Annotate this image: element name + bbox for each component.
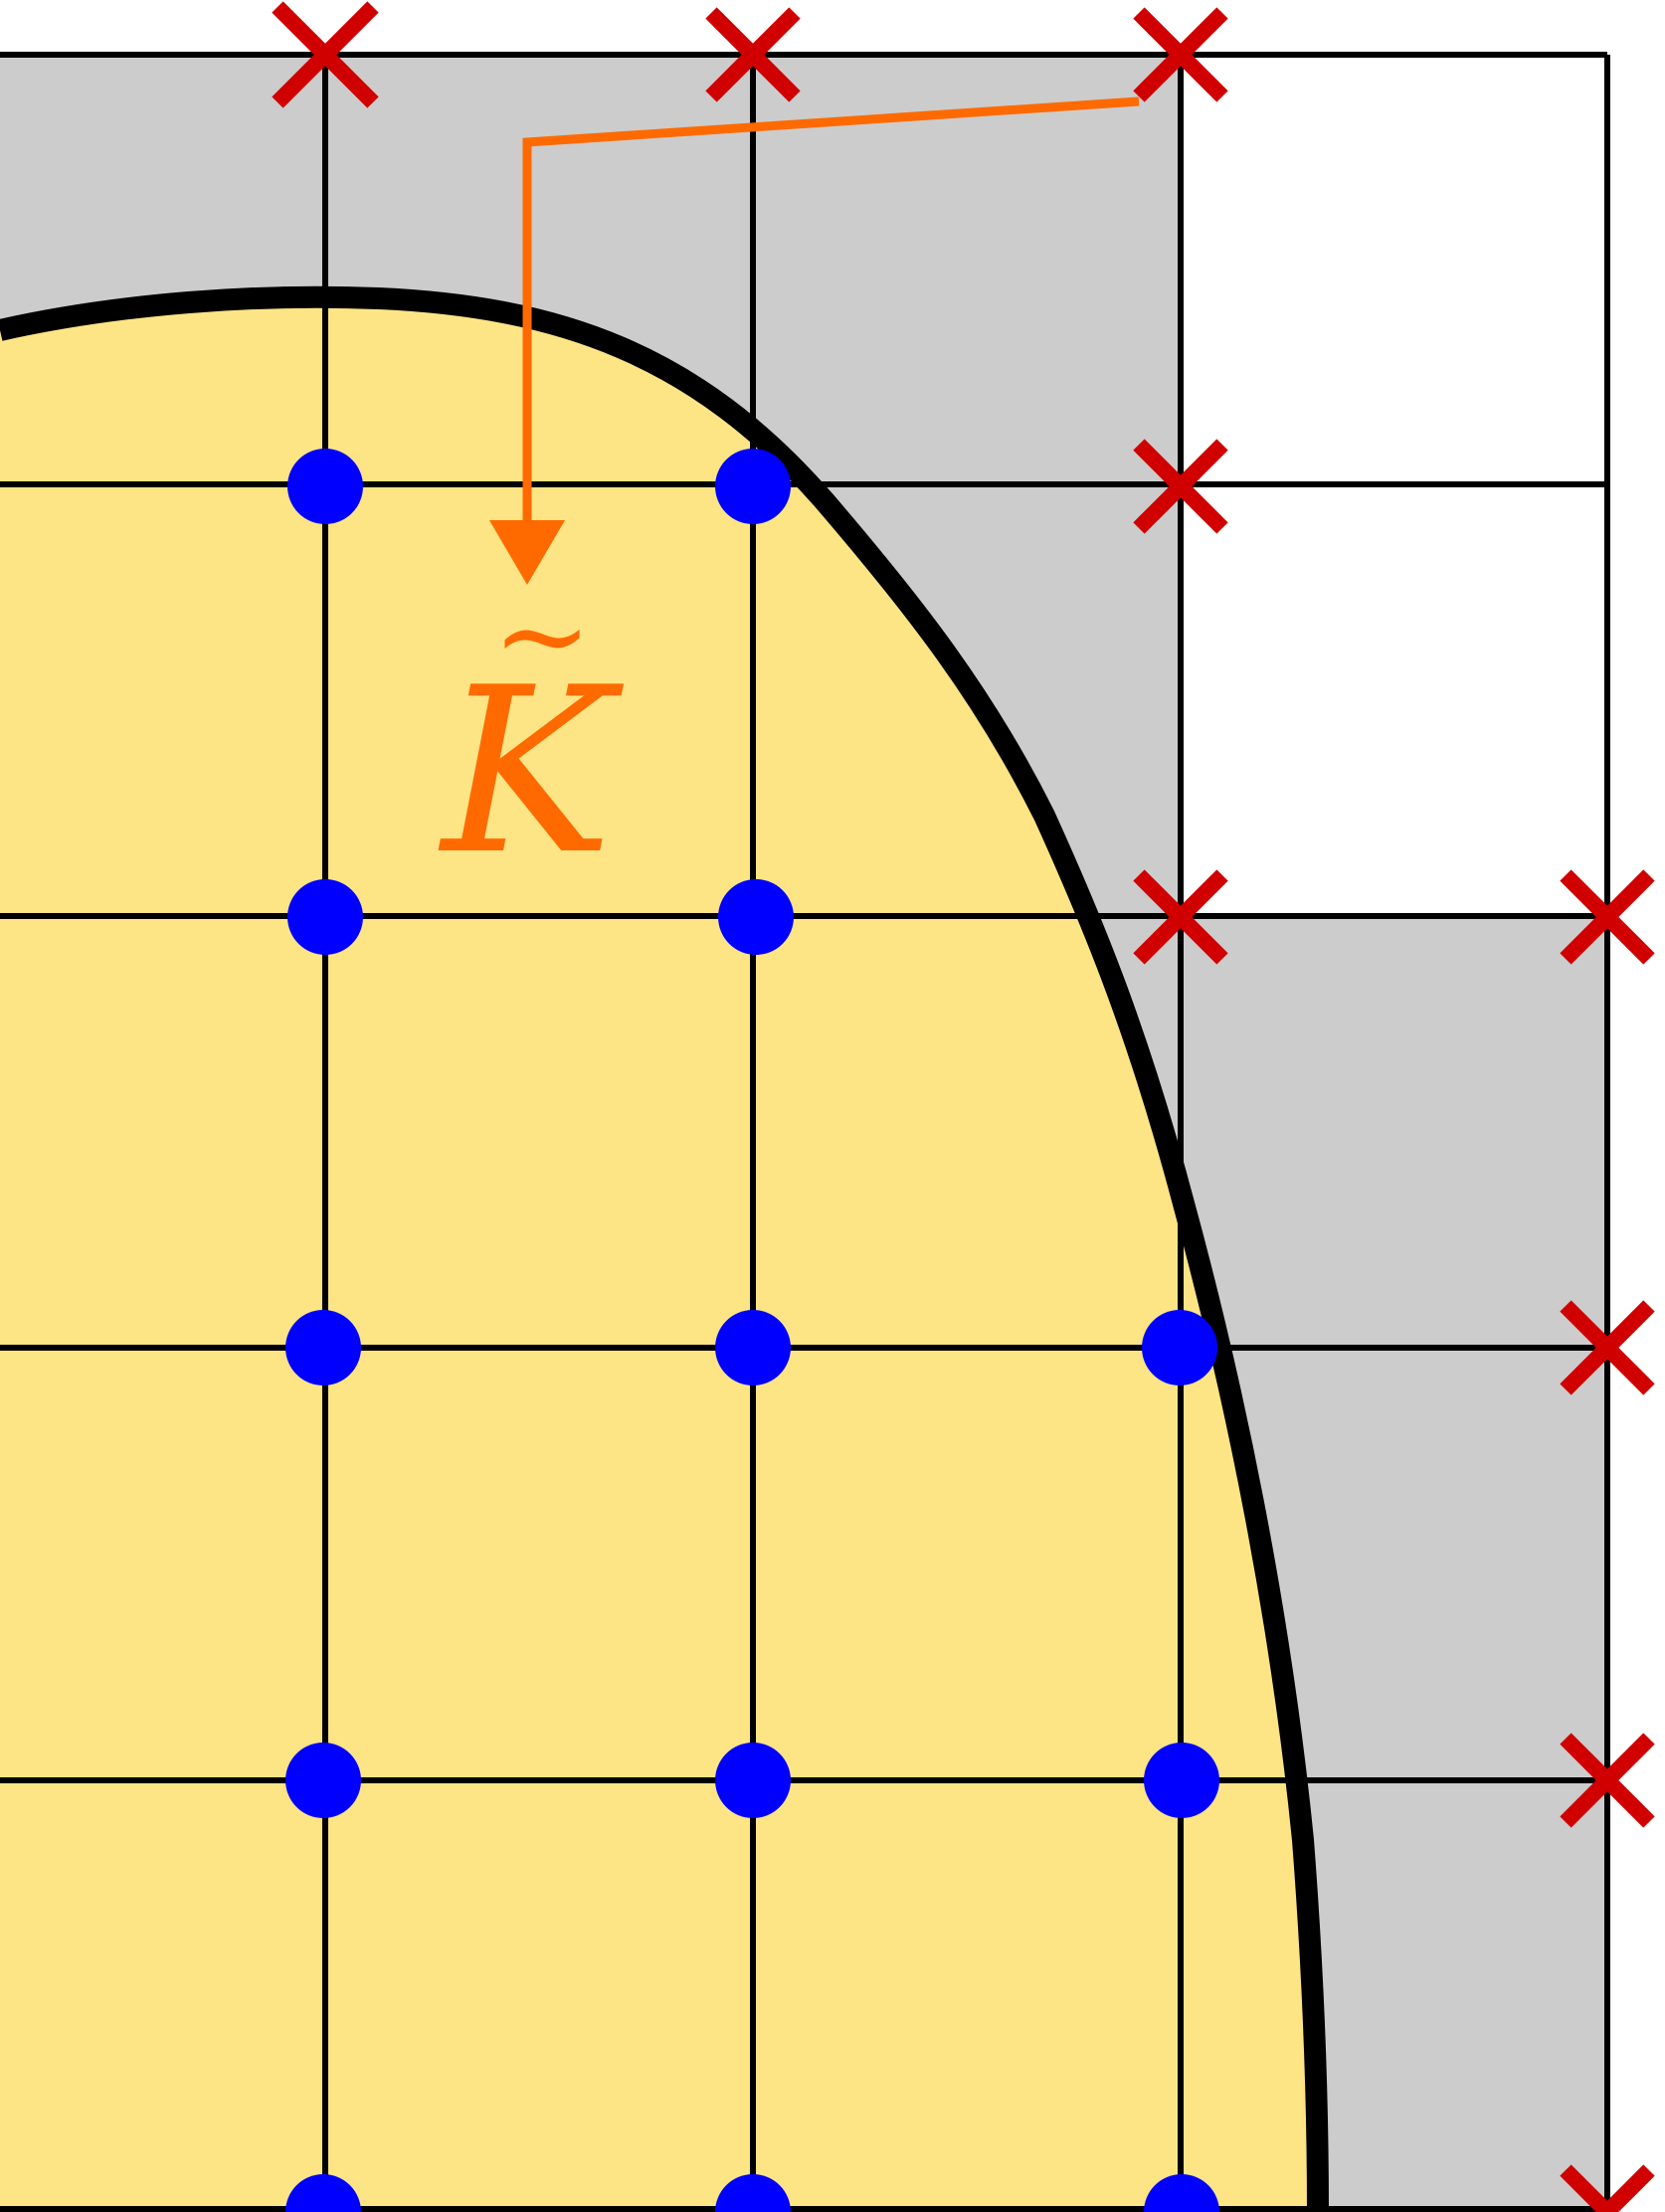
exterior-points	[272, 1, 1655, 2212]
blue-dot-icon	[715, 1743, 791, 1818]
grid	[0, 52, 1610, 2212]
blue-dot-icon	[1142, 1310, 1217, 1385]
label-accent: ~	[492, 567, 593, 705]
interior-points	[285, 449, 1219, 2212]
blue-dot-icon	[715, 1310, 791, 1385]
blue-dot-icon	[1144, 2174, 1219, 2212]
domain-region	[0, 296, 1318, 2212]
annotation-arrow	[489, 96, 1140, 585]
label-symbol: K	[438, 640, 624, 905]
blue-dot-icon	[715, 449, 791, 524]
annotation-arrowhead	[489, 520, 565, 585]
blue-dot-icon	[285, 1310, 361, 1385]
red-cross-icon	[705, 7, 801, 102]
blue-dot-icon	[287, 449, 363, 524]
blue-dot-icon	[715, 2174, 791, 2212]
blue-dot-icon	[1144, 1743, 1219, 1818]
blue-dot-icon	[285, 1743, 361, 1818]
annotation-arrow-line	[522, 96, 1140, 522]
blue-dot-icon	[285, 2174, 361, 2212]
red-cross-icon	[1133, 7, 1228, 102]
red-cross-icon	[1560, 869, 1655, 965]
blue-dot-icon	[718, 879, 794, 955]
red-cross-icon	[1560, 2164, 1655, 2212]
red-cross-icon	[1133, 439, 1228, 534]
domain-boundary	[0, 285, 1329, 2212]
blue-dot-icon	[287, 879, 363, 955]
red-cross-icon	[1560, 1300, 1655, 1395]
red-cross-icon	[1560, 1733, 1655, 1828]
red-cross-icon	[1133, 869, 1228, 965]
red-cross-icon	[272, 1, 379, 108]
